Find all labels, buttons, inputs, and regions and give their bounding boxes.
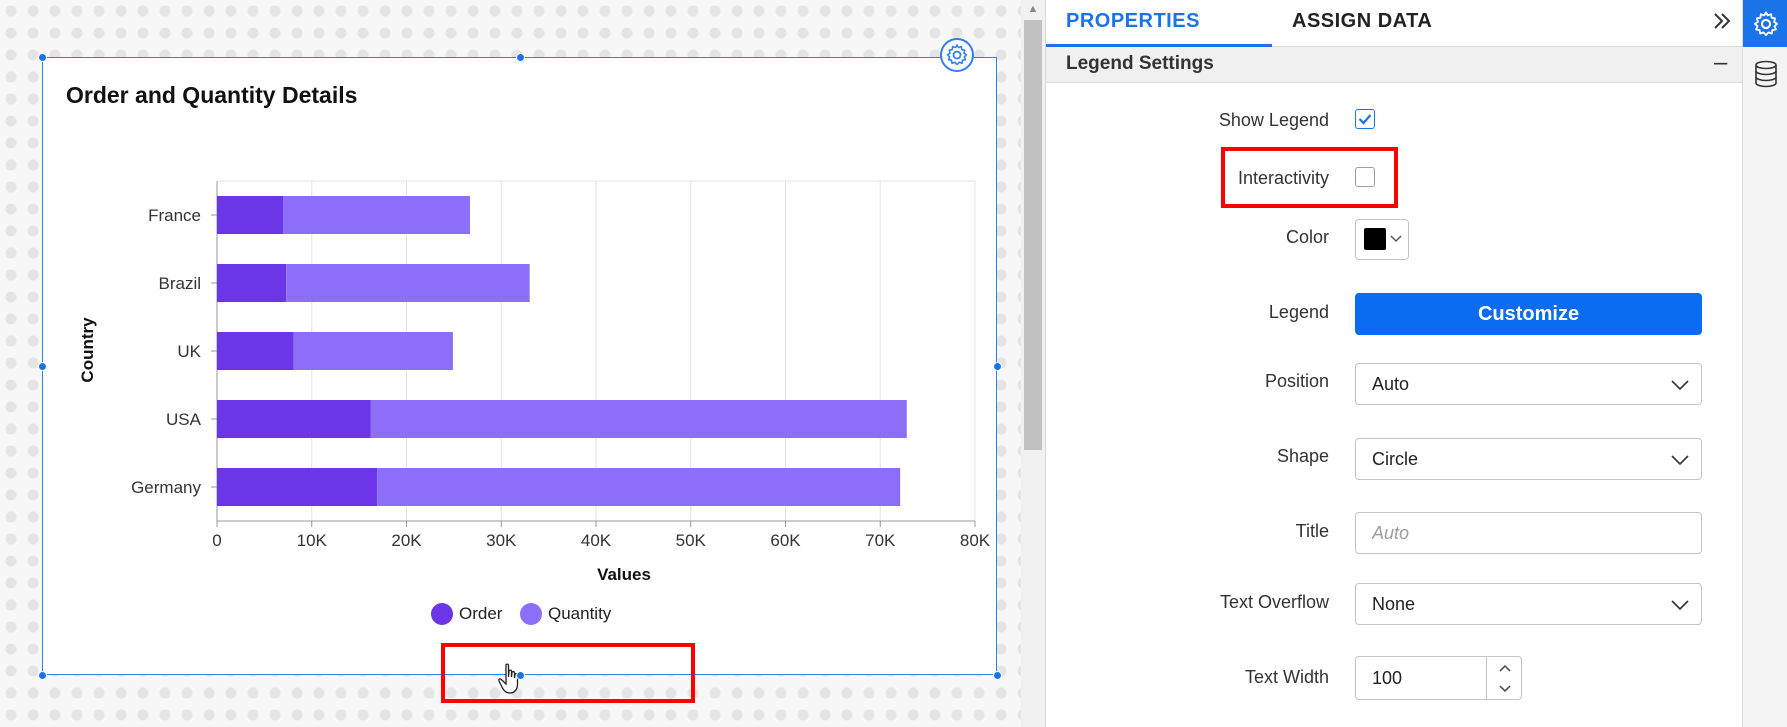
x-tick-label: 80K [960,531,991,550]
legend-item-order[interactable]: Order [431,603,502,625]
x-tick-label: 60K [770,531,801,550]
position-value: Auto [1372,374,1410,394]
hand-pointer-icon [498,663,524,700]
minus-icon[interactable]: – [1714,49,1728,76]
tab-assign-data[interactable]: ASSIGN DATA [1292,10,1433,32]
properties-panel: PROPERTIES ASSIGN DATA Legend Settings –… [1045,0,1742,727]
resize-handle-bl[interactable] [38,671,47,680]
chevron-down-icon [1390,235,1402,243]
text-overflow-value: None [1372,594,1416,614]
text-width-input[interactable] [1356,657,1486,699]
chevron-down-icon [1671,600,1689,611]
circle-icon [520,603,542,625]
position-dropdown[interactable]: Auto [1355,363,1702,405]
color-label: Color [1285,227,1329,247]
resize-handle-br[interactable] [993,671,1002,680]
title-label: Title [1295,521,1329,541]
gear-icon[interactable] [940,38,974,72]
x-tick-label: 20K [391,531,422,550]
interactivity-checkbox[interactable] [1355,167,1375,187]
x-axis-title: Values [597,565,651,584]
legend-label: Legend [1268,302,1329,322]
x-tick-label: 10K [297,531,328,550]
y-tick-label: USA [166,410,202,429]
active-tab-indicator [1046,44,1272,47]
legend-label: Quantity [548,604,612,623]
double-chevron-right-icon[interactable] [1709,8,1735,34]
chevron-down-icon [1671,455,1689,466]
scroll-up-arrow-icon[interactable]: ▲ [1027,3,1039,15]
resize-handle-ml[interactable] [38,362,47,371]
section-title: Legend Settings [1066,53,1214,74]
color-swatch [1364,228,1386,250]
text-overflow-label: Text Overflow [1219,592,1329,612]
widget-title: Order and Quantity Details [66,82,358,108]
x-tick-label: 50K [676,531,707,550]
database-icon[interactable] [1743,52,1787,96]
title-input[interactable] [1355,512,1702,554]
chevron-down-icon[interactable] [1487,678,1522,699]
bar-order [217,264,287,302]
resize-handle-mr[interactable] [993,362,1002,371]
resize-handle-bm[interactable] [516,671,525,680]
chevron-up-icon[interactable] [1487,657,1522,678]
legend-label: Order [459,604,503,623]
chart-plot: 0 10K 20K 30K 40K 50K 60K 70K 80K France Brazil UK U… [78,180,991,584]
legend-item-quantity[interactable]: Quantity [520,603,611,625]
shape-value: Circle [1372,449,1419,469]
y-tick-label: Brazil [158,274,201,293]
resize-handle-tm[interactable] [516,53,525,62]
bar-order [217,332,294,370]
bar-quantity [286,264,530,302]
y-tick-label: France [148,206,201,225]
show-legend-label: Show Legend [1218,110,1329,130]
text-width-label: Text Width [1244,667,1329,687]
chevron-down-icon [1671,380,1689,391]
text-width-stepper[interactable] [1355,656,1522,700]
legend-highlight [441,643,695,703]
bar-order [217,400,371,438]
legend-settings-header[interactable]: Legend Settings – [1046,47,1742,83]
x-tick-label: 70K [865,531,896,550]
design-canvas[interactable]: Order and Quantity Details 0 10K 20K 30K 40K… [0,0,1021,727]
x-tick-label: 40K [581,531,612,550]
stepper-buttons [1486,657,1522,699]
x-tick-label: 0 [212,531,221,550]
interactivity-highlight [1221,147,1398,208]
y-tick-label: UK [177,342,201,361]
interactivity-label: Interactivity [1237,168,1329,188]
position-label: Position [1264,371,1329,391]
bar-quantity [293,332,453,370]
scrollbar-thumb[interactable] [1024,20,1042,450]
text-overflow-dropdown[interactable]: None [1355,583,1702,625]
bar-order [217,468,378,506]
gear-icon[interactable] [1743,0,1787,47]
customize-button[interactable]: Customize [1355,293,1702,335]
panel-icon-strip [1742,0,1787,727]
circle-icon [431,603,453,625]
bar-quantity [377,468,901,506]
resize-handle-tl[interactable] [38,53,47,62]
bar-order [217,196,284,234]
tab-properties[interactable]: PROPERTIES [1066,10,1200,32]
shape-label: Shape [1276,446,1329,466]
show-legend-checkbox[interactable] [1355,109,1375,129]
bar-quantity [283,196,470,234]
shape-dropdown[interactable]: Circle [1355,438,1702,480]
panel-tabs: PROPERTIES ASSIGN DATA [1046,0,1742,47]
y-tick-label: Germany [131,478,201,497]
bar-quantity [370,400,907,438]
color-picker[interactable] [1355,219,1409,260]
x-tick-label: 30K [486,531,517,550]
chart-widget[interactable]: Order and Quantity Details 0 10K 20K 30K 40K… [42,57,997,703]
y-axis-title: Country [78,317,97,383]
